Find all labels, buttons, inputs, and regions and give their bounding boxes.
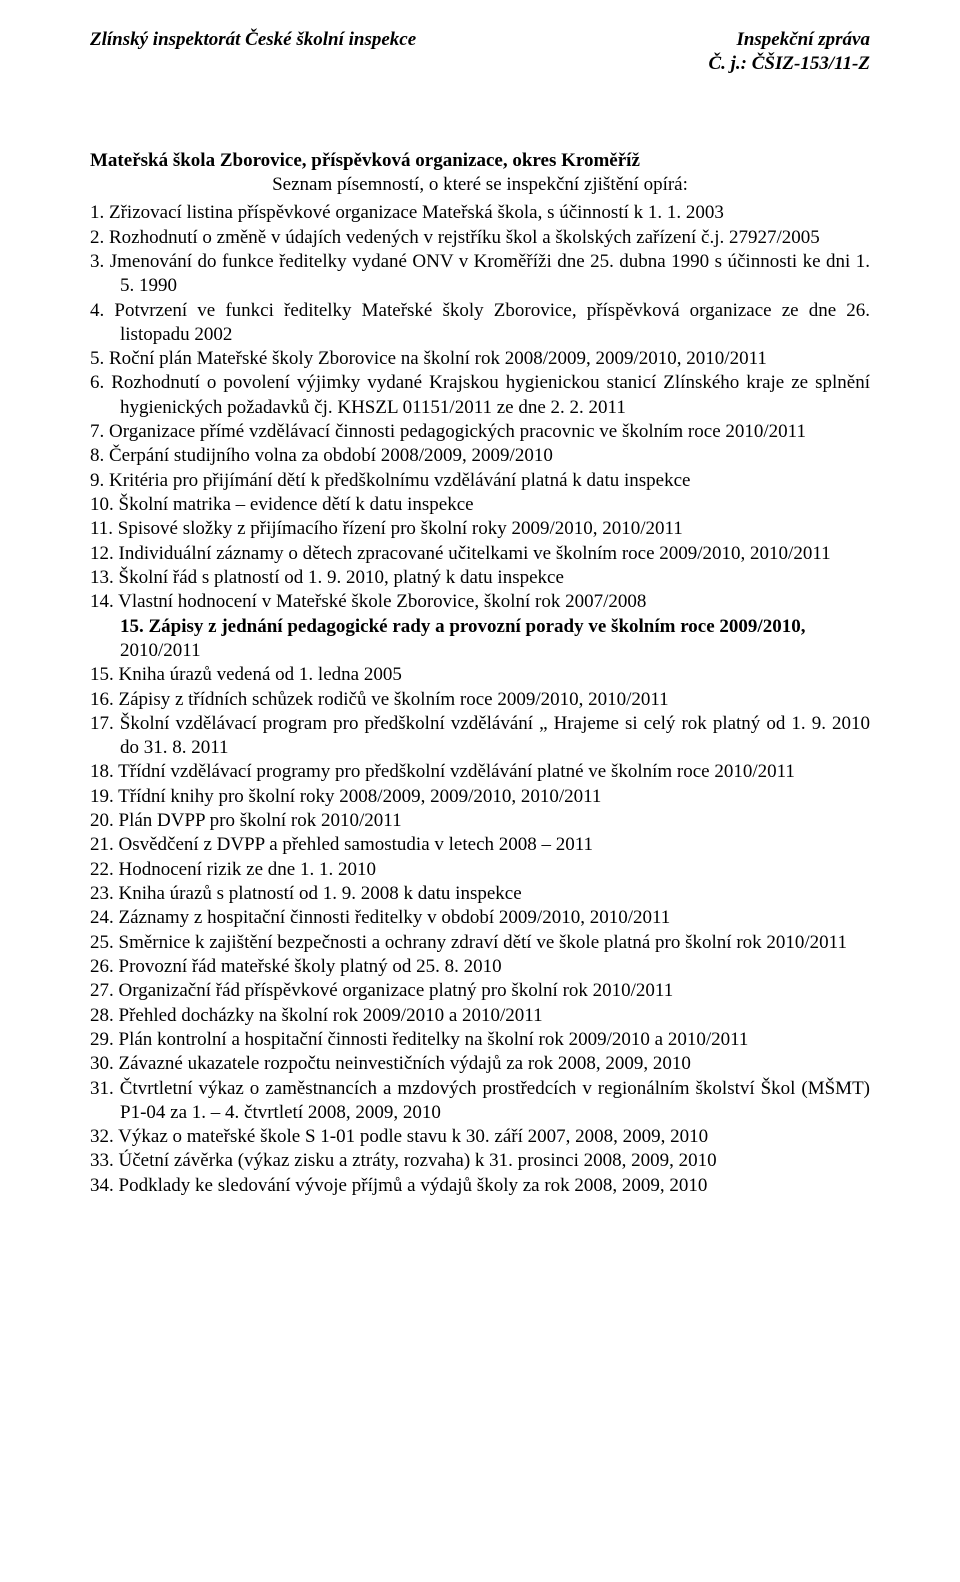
list-item-text: Rozhodnutí o změně v údajích vedených v …	[109, 227, 820, 248]
list-item: Vlastní hodnocení v Mateřské škole Zboro…	[90, 590, 870, 614]
list-item: Hodnocení rizik ze dne 1. 1. 2010	[90, 858, 870, 882]
list-item-text: Školní řád s platností od 1. 9. 2010, pl…	[119, 567, 564, 588]
list-item-text: Rozhodnutí o povolení výjimky vydané Kra…	[111, 372, 870, 417]
list-item: Rozhodnutí o povolení výjimky vydané Kra…	[90, 371, 870, 420]
list-item-text: Záznamy z hospitační činnosti ředitelky …	[119, 907, 671, 928]
list-item-text: Třídní vzdělávací programy pro předškoln…	[118, 761, 795, 782]
list-item-text: Podklady ke sledování vývoje příjmů a vý…	[119, 1175, 708, 1196]
list-item-text: Organizace přímé vzdělávací činnosti ped…	[109, 421, 806, 442]
list-item-text: Osvědčení z DVPP a přehled samostudia v …	[119, 834, 594, 855]
list-item: Kniha úrazů s platností od 1. 9. 2008 k …	[90, 882, 870, 906]
list-item-text: Vlastní hodnocení v Mateřské škole Zboro…	[118, 591, 646, 612]
list-item: Školní řád s platností od 1. 9. 2010, pl…	[90, 566, 870, 590]
list-item: Třídní knihy pro školní roky 2008/2009, …	[90, 785, 870, 809]
header-right-1: Inspekční zpráva	[708, 28, 870, 52]
list-item-text: Čerpání studijního volna za období 2008/…	[109, 445, 553, 466]
list-item-text: Výkaz o mateřské škole S 1-01 podle stav…	[118, 1126, 708, 1147]
list-item: Zřizovací listina příspěvkové organizace…	[90, 201, 870, 225]
list-item: Osvědčení z DVPP a přehled samostudia v …	[90, 833, 870, 857]
list-item: Čerpání studijního volna za období 2008/…	[90, 444, 870, 468]
list-item-text: Směrnice k zajištění bezpečnosti a ochra…	[119, 932, 847, 953]
list-item-text: Provozní řád mateřské školy platný od 25…	[119, 956, 502, 977]
list-item: Závazné ukazatele rozpočtu neinvestičníc…	[90, 1052, 870, 1076]
list-item-text: Přehled docházky na školní rok 2009/2010…	[119, 1005, 543, 1026]
list-item-text: Roční plán Mateřské školy Zborovice na š…	[109, 348, 767, 369]
list-item: Organizační řád příspěvkové organizace p…	[90, 979, 870, 1003]
list-item: Organizace přímé vzdělávací činnosti ped…	[90, 420, 870, 444]
list-item: Výkaz o mateřské škole S 1-01 podle stav…	[90, 1125, 870, 1149]
list-item-text: Hodnocení rizik ze dne 1. 1. 2010	[119, 859, 376, 880]
list-item-text: Jmenování do funkce ředitelky vydané ONV…	[110, 251, 870, 296]
list-item: Spisové složky z přijímacího řízení pro …	[90, 517, 870, 541]
list-item-text: Školní matrika – evidence dětí k datu in…	[119, 494, 474, 515]
list-item: Čtvrtletní výkaz o zaměstnancích a mzdov…	[90, 1077, 870, 1126]
list-item: Účetní závěrka (výkaz zisku a ztráty, ro…	[90, 1149, 870, 1173]
list-item: Jmenování do funkce ředitelky vydané ONV…	[90, 250, 870, 299]
list-item-text: Účetní závěrka (výkaz zisku a ztráty, ro…	[119, 1150, 717, 1171]
list-item: Provozní řád mateřské školy platný od 25…	[90, 955, 870, 979]
list-item: Kritéria pro přijímání dětí k předškolní…	[90, 469, 870, 493]
list-item: Plán kontrolní a hospitační činnosti řed…	[90, 1028, 870, 1052]
list-item-text: Kniha úrazů s platností od 1. 9. 2008 k …	[119, 883, 522, 904]
header-right-2: Č. j.: ČŠIZ-153/11-Z	[708, 52, 870, 76]
list-item-text: Potvrzení ve funkci ředitelky Mateřské š…	[114, 300, 870, 345]
document-title: Mateřská škola Zborovice, příspěvková or…	[90, 149, 870, 173]
list-item-text: Plán kontrolní a hospitační činnosti řed…	[119, 1029, 749, 1050]
list-item: Individuální záznamy o dětech zpracované…	[90, 542, 870, 566]
list-item: Zápisy z třídních schůzek rodičů ve škol…	[90, 688, 870, 712]
list-item-text: Kniha úrazů vedená od 1. ledna 2005	[119, 664, 402, 685]
list-item-text: Kritéria pro přijímání dětí k předškolní…	[109, 470, 690, 491]
list-item: Podklady ke sledování vývoje příjmů a vý…	[90, 1174, 870, 1198]
list-item: Školní vzdělávací program pro předškolní…	[90, 712, 870, 761]
continuation-line: 2010/2011	[90, 639, 870, 663]
list-item: Plán DVPP pro školní rok 2010/2011	[90, 809, 870, 833]
list-item: Třídní vzdělávací programy pro předškoln…	[90, 760, 870, 784]
list-item-text: Závazné ukazatele rozpočtu neinvestičníc…	[119, 1053, 691, 1074]
list-item-text: Spisové složky z přijímacího řízení pro …	[118, 518, 683, 539]
page-header: Zlínský inspektorát České školní inspekc…	[90, 28, 870, 77]
list-item: Záznamy z hospitační činnosti ředitelky …	[90, 906, 870, 930]
list-item-text: Zápisy z třídních schůzek rodičů ve škol…	[119, 689, 669, 710]
list-item-text: Čtvrtletní výkaz o zaměstnancích a mzdov…	[120, 1078, 870, 1123]
list-item: Směrnice k zajištění bezpečnosti a ochra…	[90, 931, 870, 955]
document-subtitle: Seznam písemností, o které se inspekční …	[90, 173, 870, 197]
list-item-text: Individuální záznamy o dětech zpracované…	[119, 543, 831, 564]
list-item: Přehled docházky na školní rok 2009/2010…	[90, 1004, 870, 1028]
list-item: Školní matrika – evidence dětí k datu in…	[90, 493, 870, 517]
header-left: Zlínský inspektorát České školní inspekc…	[90, 28, 416, 52]
nested-bold-item: 15. Zápisy z jednání pedagogické rady a …	[90, 615, 870, 639]
numbered-list: Zřizovací listina příspěvkové organizace…	[90, 201, 870, 1198]
list-item-text: Školní vzdělávací program pro předškolní…	[120, 713, 870, 758]
list-item: Kniha úrazů vedená od 1. ledna 2005	[90, 663, 870, 687]
list-item: Rozhodnutí o změně v údajích vedených v …	[90, 226, 870, 250]
list-item-text: Zřizovací listina příspěvkové organizace…	[109, 202, 724, 223]
list-item: Roční plán Mateřské školy Zborovice na š…	[90, 347, 870, 371]
list-item-text: Třídní knihy pro školní roky 2008/2009, …	[118, 786, 601, 807]
list-item-text: Plán DVPP pro školní rok 2010/2011	[119, 810, 402, 831]
list-item-text: Organizační řád příspěvkové organizace p…	[119, 980, 674, 1001]
header-right: Inspekční zpráva Č. j.: ČŠIZ-153/11-Z	[708, 28, 870, 77]
list-item: Potvrzení ve funkci ředitelky Mateřské š…	[90, 299, 870, 348]
